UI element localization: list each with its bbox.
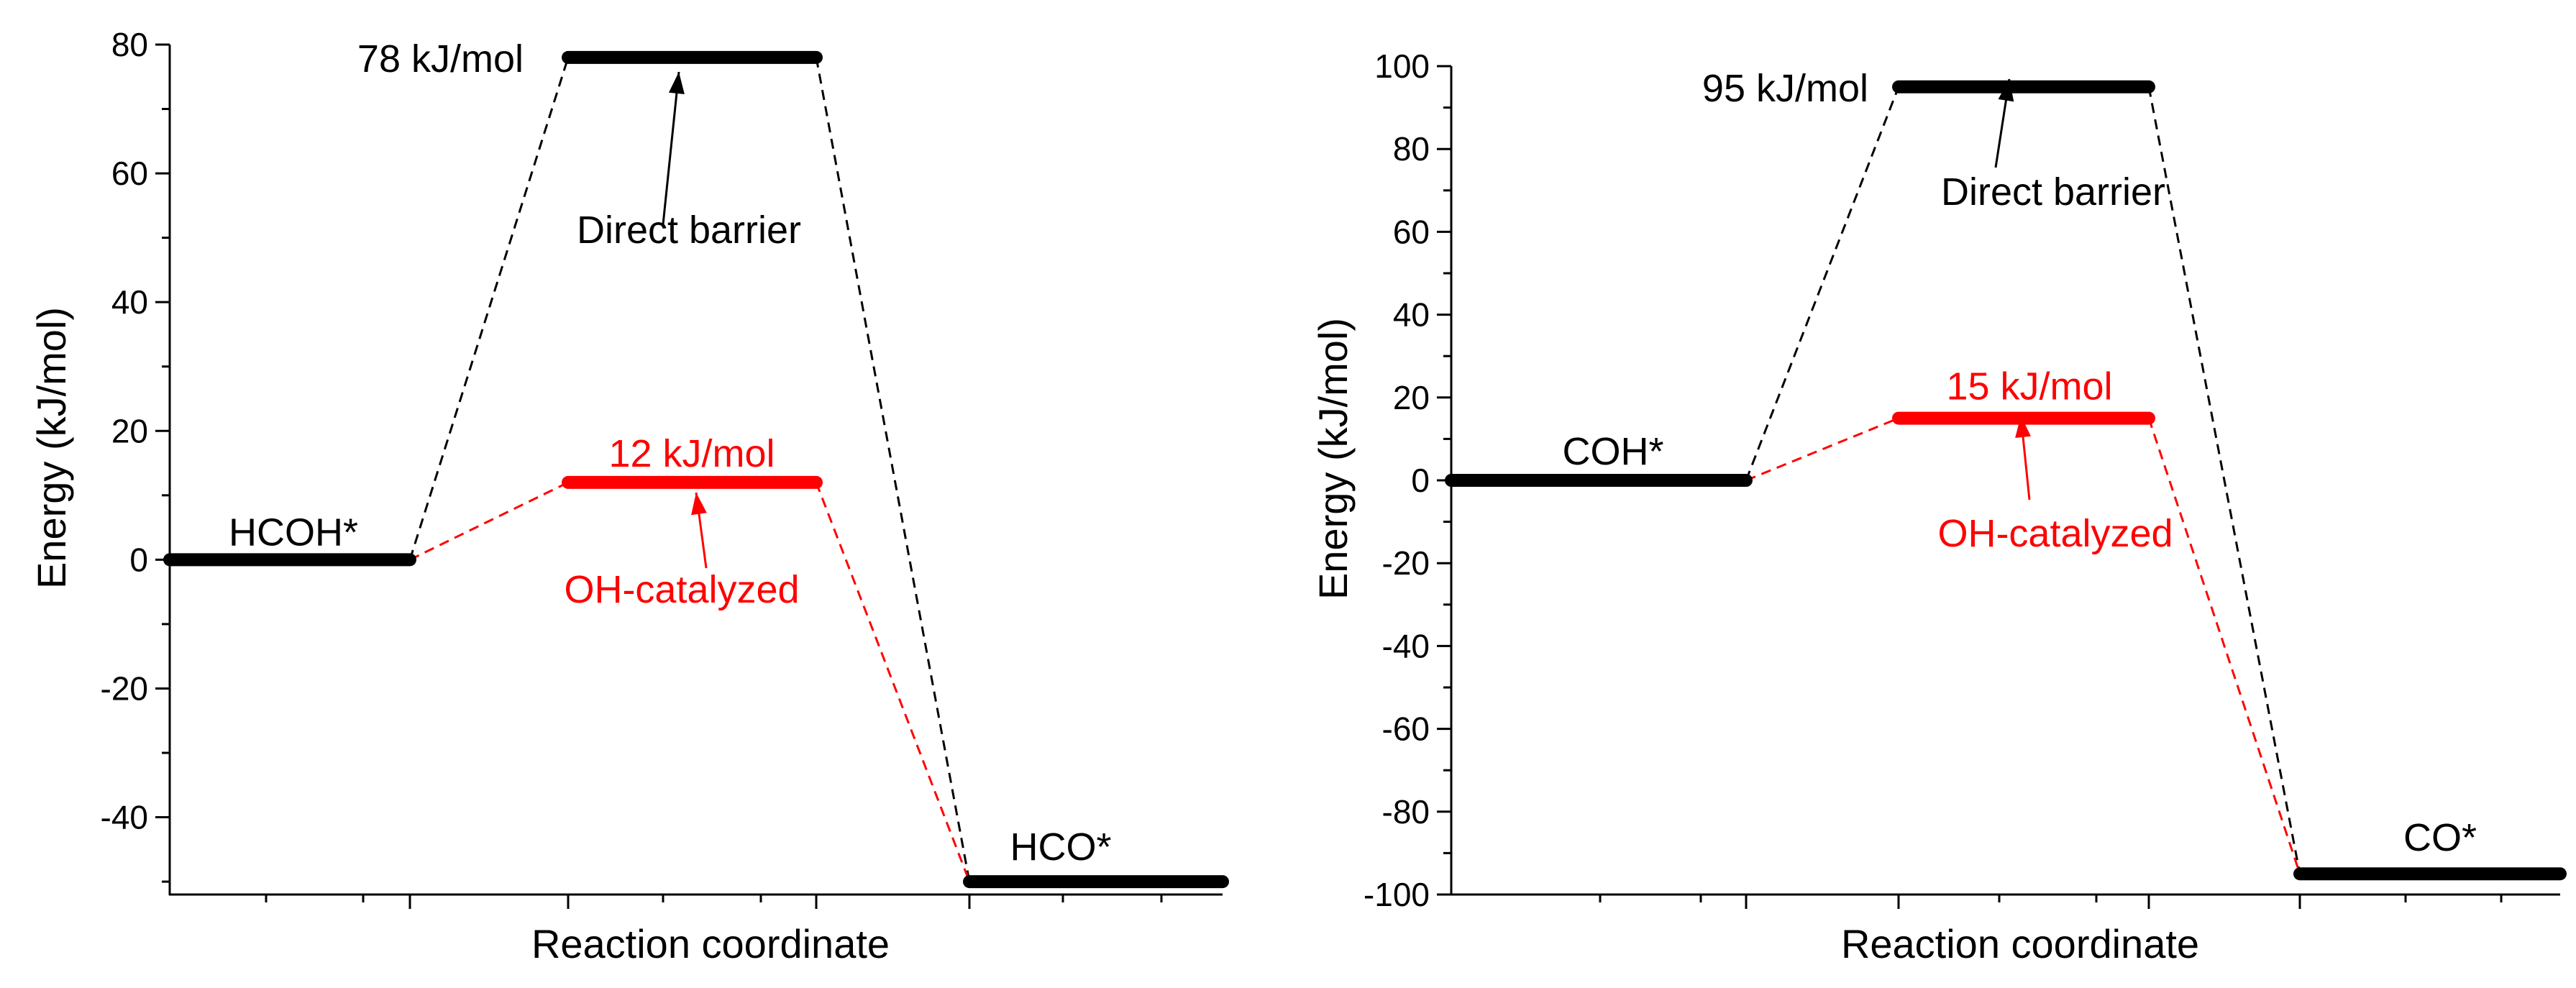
direct-connector-up [1745, 86, 1900, 481]
y-tick-label: 20 [1393, 379, 1430, 416]
y-tick-label: -80 [1382, 793, 1430, 831]
oh-connector-down [815, 482, 971, 882]
oh-catalyzed-label: OH-catalyzed [564, 568, 799, 611]
oh-ts-energy-label: 15 kJ/mol [1946, 365, 2112, 408]
direct-barrier-arrow-head [1998, 79, 2014, 102]
y-tick-label: -40 [101, 799, 148, 836]
y-axis-title: Energy (kJ/mol) [29, 307, 74, 589]
direct-barrier-arrow-shaft [662, 71, 680, 225]
y-tick-label: -20 [101, 669, 148, 707]
y-tick-label: 100 [1374, 47, 1430, 85]
y-tick-label: 0 [1411, 462, 1430, 499]
y-tick-label: 80 [111, 26, 148, 63]
y-tick-label: 40 [111, 283, 148, 321]
x-axis-title: Reaction coordinate [1841, 921, 2199, 966]
direct-barrier-label: Direct barrier [1941, 170, 2165, 214]
direct-connector-up [408, 57, 570, 560]
oh-catalyzed-arrow-head [691, 493, 707, 516]
y-tick-label: 80 [1393, 130, 1430, 168]
reactant-label: HCOH* [229, 511, 358, 554]
y-axis-title: Energy (kJ/mol) [1310, 318, 1356, 600]
oh-catalyzed-label: OH-catalyzed [1937, 512, 2173, 555]
direct-connector-down [815, 57, 971, 882]
y-tick-label: -40 [1382, 627, 1430, 664]
oh-connector-down [2147, 418, 2301, 874]
product-label: CO* [2403, 816, 2477, 859]
left-energy-diagram: -40 -20 0 20 40 60 80 Reaction coordinate Energy… [29, 26, 1229, 966]
reactant-label: COH* [1562, 430, 1663, 473]
oh-catalyzed-arrow-head [2015, 416, 2032, 438]
y-tick-label: 60 [1393, 213, 1430, 250]
y-tick-label: 60 [111, 155, 148, 192]
direct-connector-down [2147, 86, 2301, 874]
y-tick-label: 0 [129, 541, 148, 578]
right-energy-diagram: -100 -80 -60 -40 -20 0 20 40 60 80 100 Reaction coo… [1310, 47, 2567, 966]
y-tick-label: 20 [111, 412, 148, 449]
oh-connector-up [409, 481, 569, 561]
product-label: HCO* [1010, 825, 1111, 869]
y-tick-label: -100 [1364, 876, 1430, 913]
direct-ts-energy-label: 78 kJ/mol [357, 37, 524, 81]
x-axis-title: Reaction coordinate [531, 921, 890, 966]
direct-ts-energy-label: 95 kJ/mol [1702, 67, 1868, 110]
y-tick-label: 40 [1393, 296, 1430, 334]
direct-barrier-label: Direct barrier [577, 209, 801, 252]
direct-barrier-arrow-head [668, 72, 685, 94]
oh-connector-up [1745, 417, 1899, 482]
y-tick-label: -20 [1382, 544, 1430, 582]
oh-ts-energy-label: 12 kJ/mol [608, 432, 775, 475]
y-tick-label: -60 [1382, 710, 1430, 748]
